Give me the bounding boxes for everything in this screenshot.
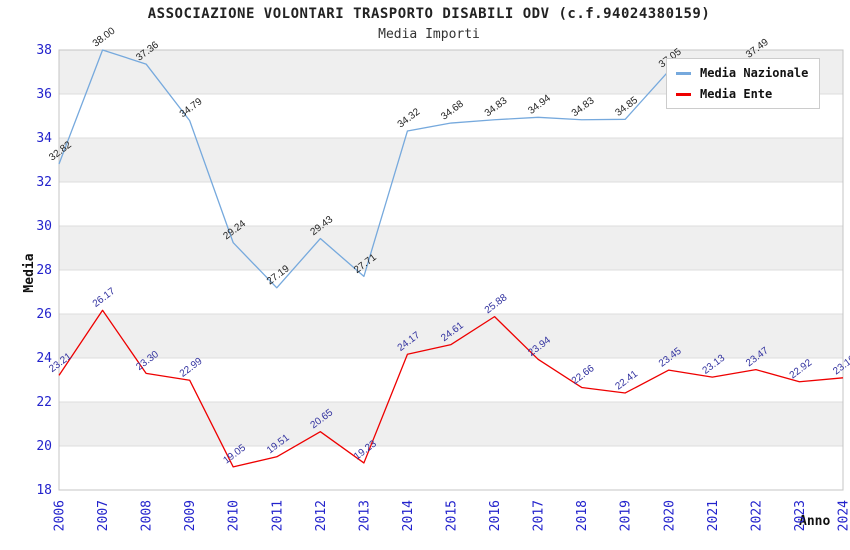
x-tick-label: 2007 — [96, 500, 111, 531]
y-tick-label: 28 — [36, 263, 52, 278]
y-tick-label: 30 — [36, 219, 52, 234]
x-tick-label: 2023 — [793, 500, 808, 531]
plot-band — [59, 314, 843, 358]
legend-label-media-nazionale: Media Nazionale — [700, 66, 809, 80]
y-tick-label: 32 — [36, 175, 52, 190]
x-tick-label: 2009 — [183, 500, 198, 531]
plot-band — [59, 226, 843, 270]
x-tick-label: 2020 — [662, 500, 677, 531]
y-tick-label: 36 — [36, 87, 52, 102]
x-tick-label: 2006 — [53, 500, 68, 531]
x-tick-label: 2010 — [227, 500, 242, 531]
legend-item-media-nazionale: Media Nazionale — [676, 66, 808, 80]
y-tick-label: 38 — [36, 43, 52, 58]
plot-band — [59, 358, 843, 402]
x-tick-label: 2021 — [706, 500, 721, 531]
plot-band — [59, 138, 843, 182]
x-tick-label: 2022 — [749, 500, 764, 531]
plot-band — [59, 182, 843, 226]
legend-item-media-ente: Media Ente — [676, 87, 808, 101]
y-tick-label: 34 — [36, 131, 52, 146]
x-tick-label: 2013 — [357, 500, 372, 531]
legend-swatch-media-ente — [676, 92, 691, 96]
plot-band — [59, 270, 843, 314]
y-tick-label: 26 — [36, 307, 52, 322]
x-tick-label: 2014 — [401, 500, 416, 531]
plot-border — [58, 49, 844, 491]
plot-band — [59, 446, 843, 490]
y-tick-label: 20 — [36, 439, 52, 454]
x-tick-label: 2008 — [140, 500, 155, 531]
data-label-media-nazionale: 38.00 — [91, 25, 118, 49]
legend-label-media-ente: Media Ente — [700, 87, 773, 101]
y-tick-label: 24 — [36, 351, 52, 366]
chart-title: ASSOCIAZIONE VOLONTARI TRASPORTO DISABIL… — [147, 6, 711, 22]
series-line-media-nazionale — [58, 49, 756, 289]
y-tick-label: 22 — [36, 395, 52, 410]
x-tick-label: 2019 — [619, 500, 634, 531]
plot-band — [59, 402, 843, 446]
x-axis-title: Anno — [799, 514, 831, 529]
x-tick-label: 2018 — [575, 500, 590, 531]
x-tick-label: 2015 — [445, 500, 460, 531]
x-tick-label: 2024 — [837, 500, 850, 531]
legend: Media Nazionale Media Ente — [666, 58, 821, 109]
x-tick-label: 2017 — [532, 500, 547, 531]
legend-swatch-media-nazionale — [676, 71, 691, 75]
x-tick-label: 2011 — [270, 500, 285, 531]
x-tick-label: 2012 — [314, 500, 329, 531]
y-tick-label: 18 — [36, 483, 52, 498]
x-tick-label: 2016 — [488, 500, 503, 531]
series-line-media-ente — [58, 309, 844, 468]
chart-subtitle: Media Importi — [378, 27, 480, 42]
